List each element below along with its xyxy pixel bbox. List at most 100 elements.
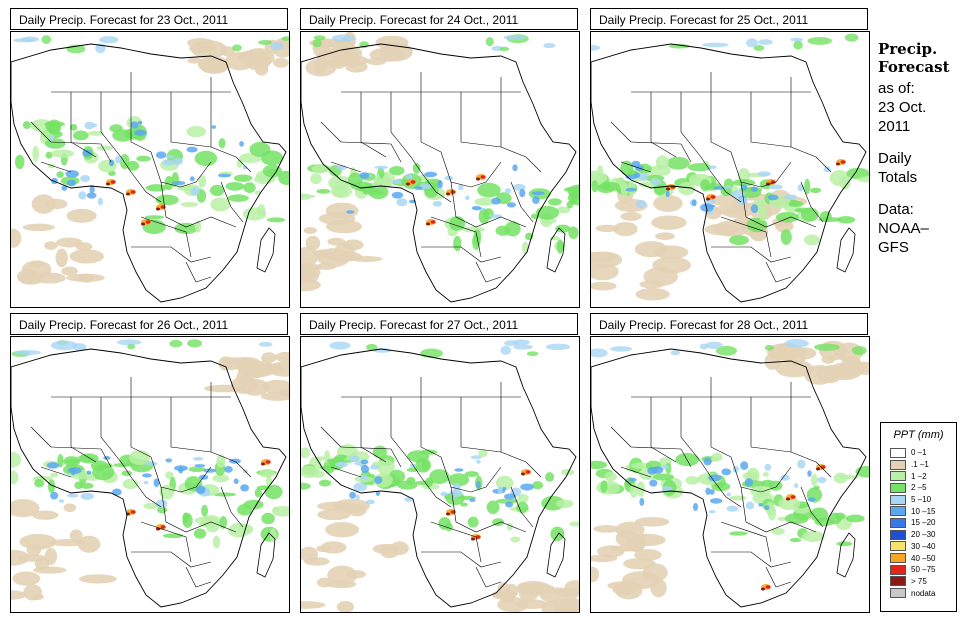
country-border xyxy=(130,377,152,458)
rain-area xyxy=(159,484,175,500)
dry-area xyxy=(303,226,317,235)
country-border xyxy=(40,466,72,478)
rain-area xyxy=(454,468,464,472)
rain-area xyxy=(701,42,729,48)
rain-area xyxy=(45,151,53,159)
legend-item: > 75 xyxy=(881,576,956,588)
rain-area xyxy=(768,480,783,491)
rain-area xyxy=(788,200,804,207)
rain-area xyxy=(50,472,59,478)
coastline xyxy=(11,348,287,608)
legend-item: 30 –40 xyxy=(881,541,956,553)
precip-legend: PPT (mm) 0 –1 .1 –1 1 –2 2 –5 5 –10 10 –15 15 … xyxy=(880,422,957,612)
rain-area xyxy=(709,489,715,495)
as-of-date-line1: 23 Oct. xyxy=(878,99,927,116)
dry-area xyxy=(591,566,600,583)
rain-area xyxy=(51,149,74,158)
country-border xyxy=(100,397,132,478)
rain-area xyxy=(458,184,464,191)
dry-area xyxy=(11,228,22,248)
rain-area xyxy=(225,181,245,191)
country-border xyxy=(711,551,792,568)
legend-label: .1 –1 xyxy=(911,460,929,470)
rain-area xyxy=(194,150,218,167)
rain-area xyxy=(176,184,196,191)
heavy-rain xyxy=(840,160,846,164)
rain-area xyxy=(209,184,225,197)
rain-area xyxy=(470,455,483,460)
rain-area xyxy=(58,499,65,503)
rain-area xyxy=(414,186,423,190)
heavy-rain xyxy=(446,192,450,196)
heavy-rain xyxy=(406,182,410,186)
country-border xyxy=(140,521,192,563)
rain-area xyxy=(142,473,152,478)
rain-area xyxy=(600,480,608,493)
rain-area xyxy=(449,216,466,231)
rain-area xyxy=(370,464,379,470)
country-border xyxy=(50,141,112,163)
rain-area xyxy=(432,200,442,207)
rain-area xyxy=(764,505,770,511)
forecast-panel-1: Daily Precip. Forecast for 23 Oct., 2011 xyxy=(10,8,290,308)
rain-area xyxy=(13,350,41,356)
rain-area xyxy=(119,153,130,170)
panel-title: Daily Precip. Forecast for 26 Oct., 2011 xyxy=(10,313,288,335)
rain-area xyxy=(793,40,803,50)
dry-area xyxy=(204,384,244,393)
rain-area xyxy=(807,497,816,502)
rain-area xyxy=(700,203,714,212)
country-border xyxy=(750,92,792,148)
dry-area xyxy=(614,581,643,600)
source-line2: GFS xyxy=(878,239,909,256)
rain-area xyxy=(567,190,579,206)
rain-area xyxy=(254,488,263,498)
legend-label: 10 –15 xyxy=(911,506,936,516)
rain-area xyxy=(412,162,421,174)
heavy-rain xyxy=(480,175,486,179)
country-border xyxy=(475,261,502,283)
dry-area xyxy=(591,263,619,281)
rain-area xyxy=(604,471,617,482)
dry-area xyxy=(591,251,618,263)
rain-area xyxy=(96,145,113,151)
rain-area xyxy=(548,198,562,206)
rain-area xyxy=(186,146,198,153)
dry-area xyxy=(591,281,617,291)
rain-area xyxy=(383,176,393,188)
rain-area xyxy=(665,190,670,198)
country-border xyxy=(420,72,442,153)
legend-label: 20 –30 xyxy=(911,530,936,540)
rain-area xyxy=(857,176,869,183)
dry-area xyxy=(44,241,58,250)
rain-area xyxy=(499,46,510,52)
dry-area xyxy=(327,565,358,585)
rain-area xyxy=(780,474,790,481)
rain-area xyxy=(375,490,381,497)
rain-area xyxy=(80,492,94,500)
heavy-rain xyxy=(430,220,436,224)
country-border xyxy=(440,151,502,188)
rain-area xyxy=(687,163,712,172)
as-of-label: as of: xyxy=(878,80,915,97)
heavy-rain xyxy=(521,472,525,476)
legend-label: 15 –20 xyxy=(911,518,936,528)
rain-area xyxy=(771,527,785,535)
rain-area xyxy=(488,214,502,218)
country-border xyxy=(460,92,502,148)
rain-area xyxy=(729,531,748,536)
rain-area xyxy=(469,498,476,503)
rain-area xyxy=(750,204,759,214)
dry-area xyxy=(12,571,41,586)
heavy-rain xyxy=(706,197,710,201)
country-border xyxy=(100,92,132,173)
rain-area xyxy=(32,145,40,162)
country-border xyxy=(130,72,152,153)
rain-area xyxy=(452,483,461,492)
rain-area xyxy=(318,479,332,487)
rain-area xyxy=(137,120,143,125)
rain-area xyxy=(112,488,122,496)
rain-area xyxy=(635,199,647,209)
country-border xyxy=(320,121,342,143)
rain-area xyxy=(127,344,136,350)
